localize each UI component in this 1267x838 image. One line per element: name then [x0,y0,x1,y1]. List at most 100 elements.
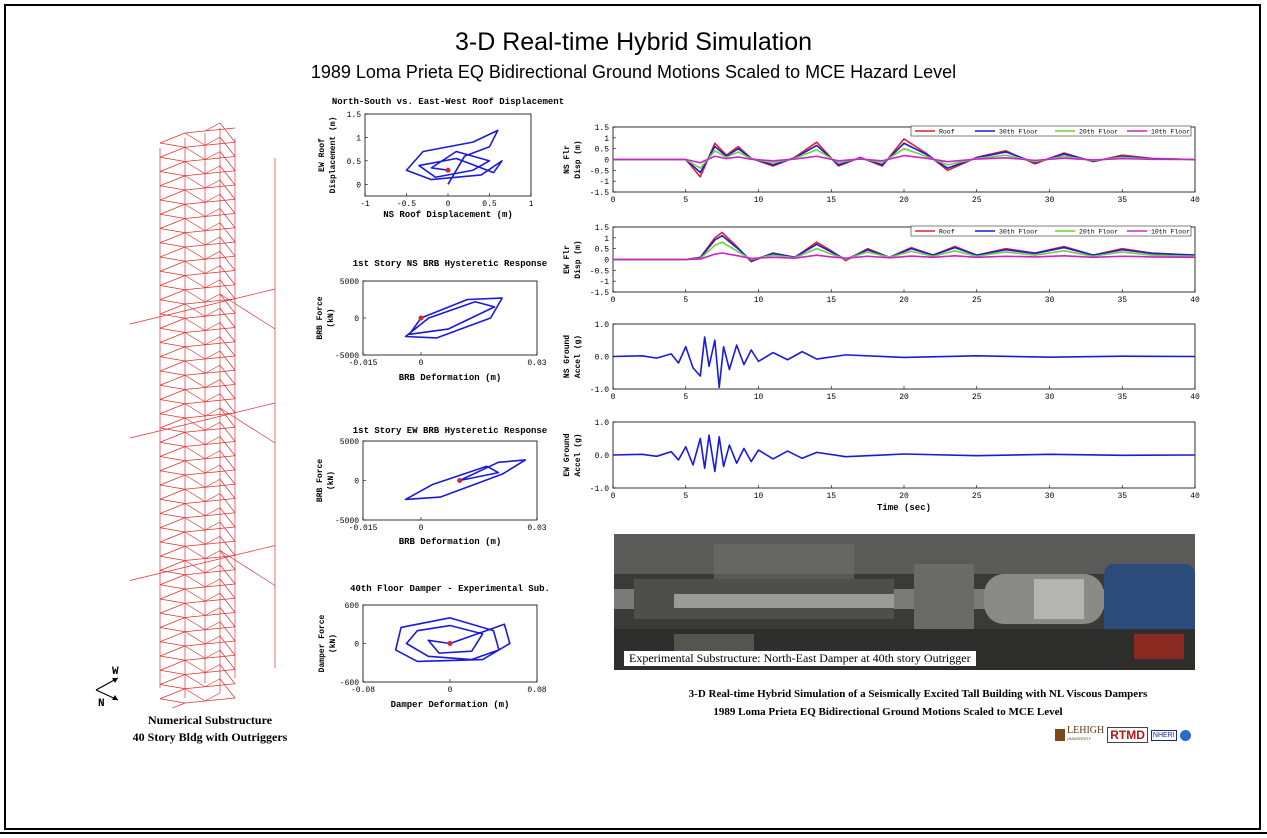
chart-title: 40th Floor Damper - Experimental Sub. [350,584,550,594]
tower-brace [159,627,186,633]
tower-brace [184,232,206,246]
y-tick-label: 0 [356,181,361,190]
x-tick-label: 0 [419,359,424,368]
y-axis-label-1: NS Flr [563,145,572,174]
tower-beam [204,165,221,175]
x-tick-label: 20 [899,296,909,305]
tower-beam [204,621,221,631]
tower-brace [219,407,236,428]
x-tick-label: 20 [899,492,909,501]
tower-brace [159,598,186,604]
tower-brace [184,161,206,175]
tower-beam [204,279,221,289]
tower-beam [171,702,186,708]
series-line-10th-floor [613,154,1196,164]
y-tick-label: 5000 [340,278,359,287]
tower-beam [184,498,236,504]
tower-brace [184,289,206,303]
tower-beam [204,649,221,659]
tower-brace [184,517,206,531]
tower-brace [159,256,186,262]
tower-brace [159,228,186,234]
tower-brace [159,270,186,276]
legend-label: 30th Floor [999,229,1038,236]
footer-line2: 1989 Loma Prieta EQ Bidirectional Ground… [713,706,1063,718]
tower-beam [184,141,236,148]
x-tick-label: 35 [1117,296,1127,305]
x-tick-label: 0 [448,686,453,695]
tower-beam [204,578,221,588]
tower-beam [184,241,236,248]
tower-brace [219,137,236,157]
tower-brace [184,275,206,289]
tower-brace [159,185,186,191]
x-tick-label: -0.015 [349,524,378,533]
tower-beam [204,236,221,246]
building-wireframe [129,122,276,708]
tower-beam [204,407,221,417]
tower-brace [184,417,206,431]
tower-beam [204,250,221,260]
x-tick-label: 30 [1045,393,1055,402]
x-tick-label: 25 [972,492,982,501]
legend-label: 20th Floor [1079,229,1118,236]
tower-beam [204,421,221,431]
x-tick-label: 35 [1117,492,1127,501]
y-tick-label: 1 [356,134,361,143]
outrigger [219,293,276,330]
tower-beam [159,203,186,215]
x-tick-label: 15 [826,393,836,402]
tower-brace [184,560,206,574]
tower-brace [219,578,236,599]
tower-beam [184,441,236,447]
y-tick-label: 0 [604,257,609,266]
tower-brace [219,236,236,257]
legend-label: Roof [939,129,955,136]
x-tick-label: 5 [683,296,688,305]
tower-brace [184,389,206,403]
tower-brace [219,664,236,684]
tower-beam [184,654,236,661]
tower-beam [159,588,186,600]
y-tick-label: 0.0 [595,452,610,461]
x-tick-label: -0.5 [397,200,416,209]
plot-area [362,280,538,356]
tower-beam [204,364,221,374]
series-line-ew [612,434,1196,473]
x-tick-label: 15 [826,196,836,205]
y-tick-label: 0 [354,315,359,324]
tower-beam [159,360,186,372]
plot-area [362,440,538,521]
tower-brace [159,171,186,177]
footer-line1: 3-D Real-time Hybrid Simulation of a Sei… [688,688,1148,700]
tower-beam [184,583,236,590]
tower-brace [159,156,186,162]
y-tick-label: 1.0 [595,321,610,330]
lehigh-logo-subtext: UNIVERSITY [1067,736,1092,741]
tower-brace [159,470,186,476]
tower-brace [219,564,236,585]
y-axis-label-1: NS Ground [563,335,572,378]
tower-brace [184,260,206,274]
chart-ew-accel: 0 5 10 15 20 25 30 35 40 1.0 0.0 -1.0 Time (sec) EW G… [563,419,1200,513]
tower-beam [184,697,236,704]
tower-brace [219,222,236,243]
tower-brace [159,570,186,576]
tower-brace [159,498,186,504]
tower-beam [184,198,236,205]
tower-brace [219,336,236,357]
tower-brace [219,450,236,471]
legend-label: 10th Floor [1151,129,1190,136]
tower-brace [184,431,206,445]
tower-beam [159,146,186,158]
tower-beam [159,645,186,657]
numerical-caption-line2: 40 Story Bldg with Outriggers [132,730,288,744]
tower-brace [184,360,206,374]
tower-beam [159,403,186,415]
tower-beam [204,535,221,545]
legend-box [910,225,1192,237]
tower-beam [159,688,186,700]
page-subtitle: 1989 Loma Prieta EQ Bidirectional Ground… [310,62,957,82]
chart-ew-brb: -0.015 0 0.03 5000 0 -5000 1st Story EW BRB Hy… [316,426,547,547]
